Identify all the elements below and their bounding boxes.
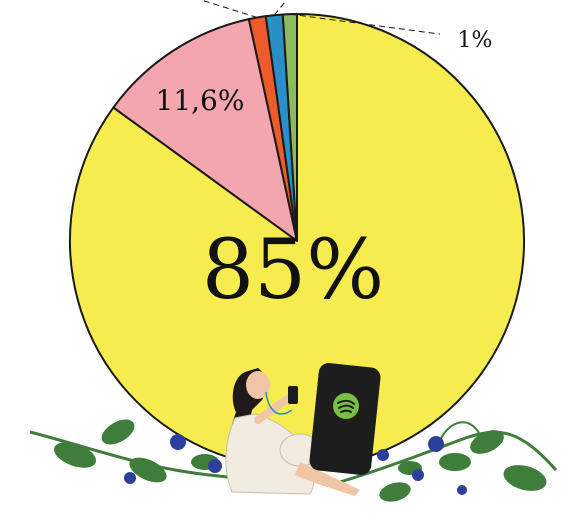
flower-icon [377,449,389,461]
legs [295,462,360,496]
leader-line [289,13,441,35]
vine-stem-right [339,430,558,484]
slice-85 [69,13,525,469]
girl-illustration [225,368,360,496]
flower-icon [457,485,467,495]
flower-icon [170,434,186,450]
spotify-icon [333,393,359,419]
face [246,371,270,399]
flower-icon [124,472,136,484]
pie-slices [69,13,525,469]
leader-lines [199,0,441,35]
leaf-icon [470,430,504,454]
leaf-icon [503,465,547,491]
slice-label-1: 1% [458,28,493,53]
leader-line [273,0,288,16]
slice-label-11-6: 11,6% [156,84,245,117]
big-phone [309,363,381,475]
flower-icon [428,436,444,452]
earphone-cable [265,391,293,415]
handheld-phone [288,386,298,404]
flower-icon [208,459,222,473]
leader-line [199,0,258,18]
leaf-icon [53,442,97,468]
leaf-icon [379,482,411,502]
leaf-icon [129,457,167,483]
slice-label-85: 85% [202,223,384,318]
leaf-icon [439,453,471,471]
leaf-icon [101,419,135,445]
flower-icon [412,469,424,481]
vine-stem-right-tendril [439,421,481,441]
vine-illustration [29,419,558,502]
slice-11-6 [112,18,298,242]
